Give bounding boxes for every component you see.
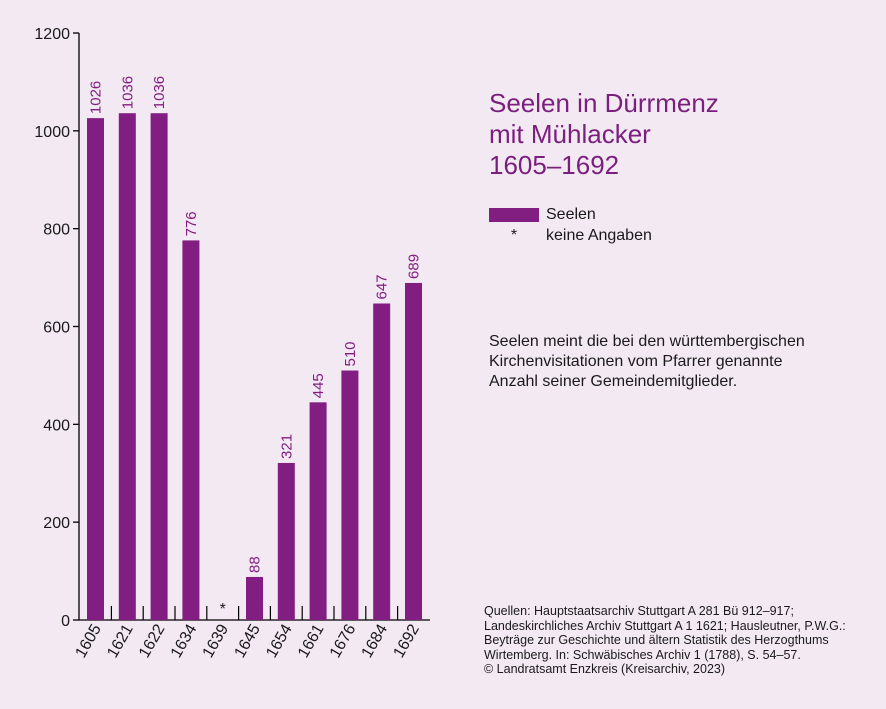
legend-label-seelen: Seelen bbox=[546, 205, 596, 223]
source-line-4: Wirtemberg. In: Schwäbisches Archiv 1 (1… bbox=[484, 647, 801, 662]
data-label: 647 bbox=[374, 274, 391, 299]
x-tick-label: 1639 bbox=[200, 621, 233, 660]
data-label: 88 bbox=[247, 556, 264, 573]
note-line-2: Kirchenvisitationen vom Pfarrer genannte bbox=[489, 353, 783, 370]
data-label: 1026 bbox=[88, 81, 105, 114]
legend-swatch bbox=[489, 207, 539, 222]
bar bbox=[277, 462, 295, 620]
bar bbox=[405, 282, 422, 620]
data-label: 510 bbox=[342, 341, 359, 366]
y-tick-label: 0 bbox=[61, 613, 70, 630]
explanatory-note: Seelen meint die bei den württembergisch… bbox=[489, 332, 849, 392]
y-tick-label: 1200 bbox=[34, 26, 70, 43]
x-tick-label: 1605 bbox=[72, 621, 105, 660]
bar bbox=[309, 402, 327, 620]
x-tick-label: 1654 bbox=[263, 621, 296, 660]
chart-title: Seelen in Dürrmenz mit Mühlacker 1605–16… bbox=[489, 88, 719, 181]
legend-item-keine-angaben: * keine Angaben bbox=[489, 225, 652, 246]
data-label: 1036 bbox=[119, 76, 136, 109]
y-tick-label: 1000 bbox=[34, 124, 70, 141]
x-tick-label: 1684 bbox=[359, 621, 392, 660]
x-tick-label: 1634 bbox=[168, 621, 201, 660]
y-tick-label: 200 bbox=[43, 515, 70, 532]
bar bbox=[246, 576, 263, 620]
x-tick-label: 1692 bbox=[390, 621, 423, 660]
bar bbox=[118, 113, 136, 621]
source-line-2: Landeskirchliches Archiv Stuttgart A 1 1… bbox=[484, 618, 846, 633]
data-label: 776 bbox=[183, 211, 200, 236]
bar bbox=[373, 303, 391, 620]
bar bbox=[182, 240, 200, 620]
data-label: 689 bbox=[406, 254, 423, 279]
x-tick-label: 1645 bbox=[231, 621, 264, 660]
x-tick-label: 1676 bbox=[327, 621, 360, 660]
bar bbox=[341, 370, 359, 620]
no-data-marker: * bbox=[220, 601, 226, 618]
legend-item-seelen: Seelen bbox=[489, 204, 652, 225]
y-tick-label: 800 bbox=[43, 222, 70, 239]
data-label: 1036 bbox=[151, 76, 168, 109]
x-tick-label: 1661 bbox=[295, 621, 328, 660]
bar-chart: 0 200 400 600 800 1000 1200 1026 1605 1036 1621 103… bbox=[34, 26, 430, 661]
chart-title-line-3: 1605–1692 bbox=[489, 150, 620, 180]
x-tick-label: 1621 bbox=[104, 621, 137, 660]
chart-title-line-2: mit Mühlacker bbox=[489, 119, 651, 149]
data-label: 445 bbox=[310, 373, 327, 398]
source-line-1: Quellen: Hauptstaatsarchiv Stuttgart A 2… bbox=[484, 604, 794, 618]
legend: Seelen * keine Angaben bbox=[489, 204, 652, 246]
note-line-1: Seelen meint die bei den württembergisch… bbox=[489, 333, 805, 350]
legend-star-symbol: * bbox=[510, 226, 518, 244]
note-line-3: Anzahl seiner Gemeindemitglieder. bbox=[489, 373, 738, 390]
bar bbox=[87, 118, 104, 621]
source-line-3: Beyträge zur Geschichte und ältern Stati… bbox=[484, 633, 829, 648]
x-tick-label: 1622 bbox=[136, 621, 169, 660]
bar bbox=[150, 113, 168, 621]
y-tick-label: 600 bbox=[43, 320, 70, 337]
sources-note: Quellen: Hauptstaatsarchiv Stuttgart A 2… bbox=[484, 604, 879, 677]
source-line-5: © Landratsamt Enzkreis (Kreisarchiv, 202… bbox=[484, 662, 726, 677]
chart-title-line-1: Seelen in Dürrmenz bbox=[489, 88, 719, 118]
data-label: 321 bbox=[278, 434, 295, 459]
y-tick-label: 400 bbox=[43, 417, 70, 434]
legend-label-keine-angaben: keine Angaben bbox=[546, 226, 652, 244]
